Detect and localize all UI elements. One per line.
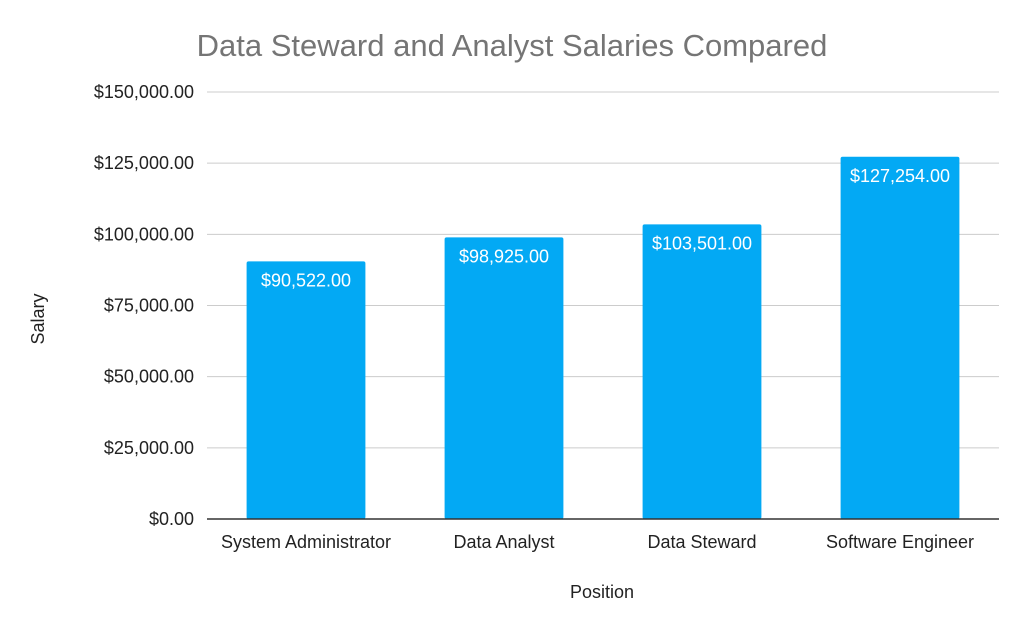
y-tick-label: $0.00 <box>149 509 194 529</box>
y-tick-label: $125,000.00 <box>94 153 194 173</box>
bar-data-label: $98,925.00 <box>459 246 549 266</box>
bar-data-label: $90,522.00 <box>261 270 351 290</box>
bar-data-label: $127,254.00 <box>850 166 950 186</box>
bar-data-label: $103,501.00 <box>652 233 752 253</box>
y-tick-label: $75,000.00 <box>104 296 194 316</box>
y-tick-label: $100,000.00 <box>94 224 194 244</box>
y-tick-label: $150,000.00 <box>94 82 194 102</box>
bars <box>246 156 960 519</box>
bar <box>642 224 762 519</box>
x-tick-label: Data Steward <box>647 532 756 552</box>
y-axis-label: Salary <box>28 293 48 344</box>
bar <box>444 237 564 519</box>
y-tick-label: $25,000.00 <box>104 438 194 458</box>
x-axis-ticks: System Administrator Data Analyst Data Ste… <box>221 532 974 552</box>
x-axis-label: Position <box>570 582 634 602</box>
x-tick-label: System Administrator <box>221 532 391 552</box>
chart-title: Data Steward and Analyst Salaries Compar… <box>197 28 828 63</box>
data-labels: $90,522.00 $98,925.00 $103,501.00 $127,254.… <box>261 166 950 291</box>
y-axis-ticks: $0.00 $25,000.00 $50,000.00 $75,000.00 $100,… <box>94 82 194 529</box>
x-tick-label: Software Engineer <box>826 532 974 552</box>
bar <box>246 261 366 519</box>
y-tick-label: $50,000.00 <box>104 367 194 387</box>
bar <box>840 156 960 519</box>
x-tick-label: Data Analyst <box>453 532 554 552</box>
